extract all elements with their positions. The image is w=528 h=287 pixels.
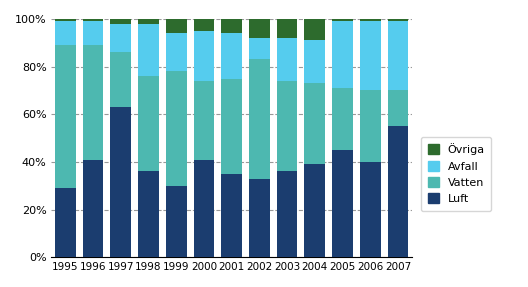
Bar [83,160,103,257]
Bar [110,52,131,107]
Bar [55,21,76,45]
Bar [138,19,159,24]
Bar [249,19,270,38]
Bar [305,164,325,257]
Bar [110,19,131,24]
Bar [249,59,270,179]
Bar [388,126,408,257]
Bar [388,19,408,21]
Bar [166,71,186,186]
Bar [277,19,297,38]
Bar [360,19,381,21]
Bar [194,160,214,257]
Bar [249,38,270,59]
Bar [55,19,76,21]
Bar [83,45,103,160]
Bar [360,90,381,162]
Bar [360,21,381,90]
Bar [277,171,297,257]
Bar [138,24,159,76]
Bar [221,19,242,33]
Bar [221,174,242,257]
Bar [277,81,297,171]
Bar [332,19,353,21]
Bar [360,162,381,257]
Bar [55,45,76,188]
Bar [388,90,408,126]
Bar [83,19,103,21]
Bar [166,19,186,33]
Bar [194,81,214,160]
Bar [332,88,353,150]
Bar [277,38,297,81]
Bar [138,171,159,257]
Bar [305,83,325,164]
Bar [388,21,408,90]
Bar [332,150,353,257]
Bar [194,31,214,81]
Bar [305,40,325,83]
Bar [110,24,131,52]
Bar [249,179,270,257]
Bar [332,21,353,88]
Bar [166,186,186,257]
Bar [221,79,242,174]
Bar [110,107,131,257]
Bar [221,33,242,79]
Bar [194,19,214,31]
Bar [55,188,76,257]
Bar [138,76,159,171]
Legend: Övriga, Avfall, Vatten, Luft: Övriga, Avfall, Vatten, Luft [421,137,492,211]
Bar [166,33,186,71]
Bar [83,21,103,45]
Bar [305,19,325,40]
